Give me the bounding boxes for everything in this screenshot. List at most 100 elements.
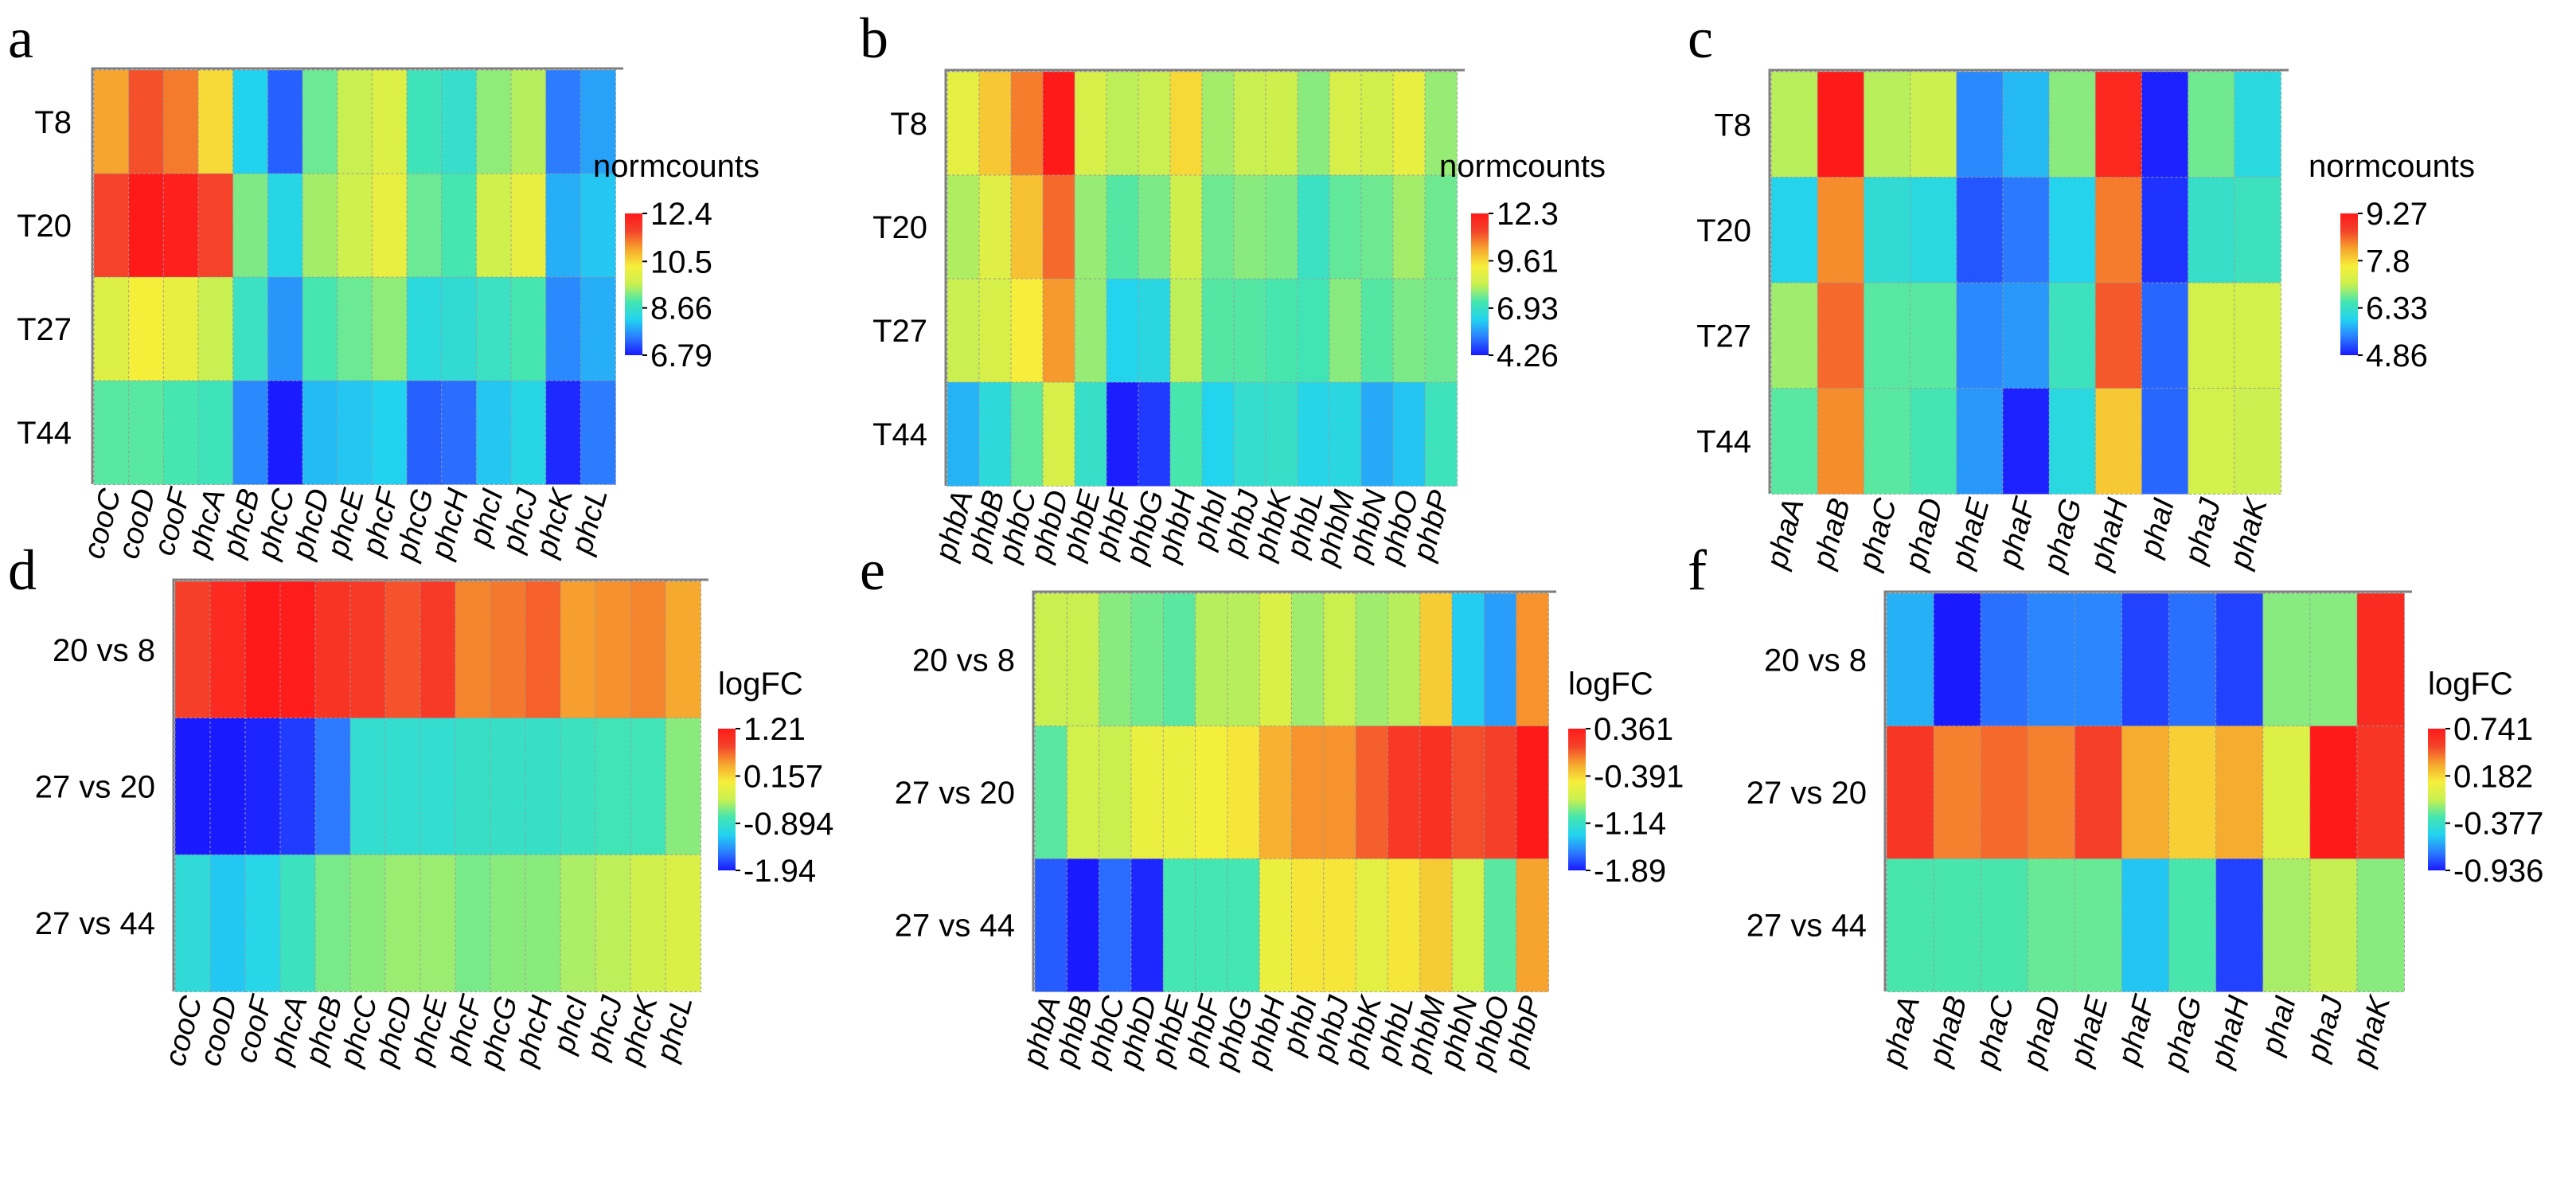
panel-letter: c xyxy=(1688,6,1713,70)
column-label: phaA xyxy=(1760,495,1811,573)
heatmap-cell-20-vs-8-phcB xyxy=(314,581,351,719)
heatmap-cell-T8-phbG xyxy=(1138,71,1171,176)
heatmap-frame xyxy=(944,68,1465,486)
legend-title: logFC xyxy=(1568,667,1653,702)
heatmap-cell-27-vs-20-phbE xyxy=(1162,725,1196,860)
heatmap-cell-T44-phaB xyxy=(1817,388,1865,495)
heatmap-cell-27-vs-20-phaJ xyxy=(2309,725,2358,860)
heatmap-cell-T20-phcA xyxy=(197,173,234,278)
heatmap-cell-27-vs-44-phbJ xyxy=(1323,858,1357,993)
heatmap-cell-27-vs-44-phbE xyxy=(1162,858,1196,993)
column-label: phaI xyxy=(2133,495,2181,561)
heatmap-cell-T27-cooF xyxy=(162,276,199,381)
column-label: phaB xyxy=(1923,992,1974,1070)
heatmap-cell-T27-phbK xyxy=(1265,278,1298,383)
row-label: T8 xyxy=(34,105,72,140)
legend-title: normcounts xyxy=(2309,149,2475,184)
row-label: 27 vs 20 xyxy=(1747,776,1867,811)
heatmap-frame xyxy=(1883,590,2412,991)
heatmap-cell-20-vs-8-phcI xyxy=(560,581,596,719)
colorbar-tick-label: 12.3 xyxy=(1497,197,1559,232)
heatmap-frame xyxy=(91,67,623,484)
heatmap-cell-27-vs-44-phcA xyxy=(279,854,316,993)
heatmap-cell-T8-phbD xyxy=(1042,71,1075,176)
heatmap-frame xyxy=(172,578,708,991)
row-label: T27 xyxy=(872,314,927,349)
heatmap-cell-27-vs-44-phcL xyxy=(665,854,701,993)
heatmap-cell-20-vs-8-phcK xyxy=(630,581,666,719)
column-label: phaJ xyxy=(2301,991,2350,1065)
column-label: phaH xyxy=(2084,495,2135,574)
heatmap-cell-T8-phcG xyxy=(406,69,443,174)
heatmap-cell-T44-phbH xyxy=(1169,381,1203,487)
heatmap-cell-T8-phaK xyxy=(2234,71,2281,178)
heatmap-cell-27-vs-44-phaG xyxy=(2168,858,2217,993)
heatmap-cell-T44-phaH xyxy=(2094,388,2143,495)
heatmap-cell-T20-phbM xyxy=(1329,174,1362,280)
column-label: phaK xyxy=(2346,991,2397,1070)
heatmap-cell-T44-phbD xyxy=(1042,381,1075,487)
heatmap-cell-T20-phcE xyxy=(337,173,373,278)
heatmap-cell-20-vs-8-phcG xyxy=(490,581,526,719)
heatmap-cell-T44-phbM xyxy=(1329,381,1362,487)
heatmap-cell-27-vs-44-phcJ xyxy=(595,854,631,993)
colorbar-tick-label: -0.377 xyxy=(2453,807,2543,842)
heatmap-cell-T27-phcA xyxy=(197,276,234,381)
heatmap-cell-T44-phbJ xyxy=(1233,381,1267,487)
heatmap-cell-T8-phbO xyxy=(1392,71,1426,176)
heatmap-cell-T8-phbM xyxy=(1329,71,1362,176)
row-label: T44 xyxy=(872,417,927,452)
heatmap-cell-27-vs-20-cooD xyxy=(209,718,246,856)
row-label: T44 xyxy=(1696,424,1751,459)
heatmap-cell-T20-cooC xyxy=(93,173,130,278)
heatmap-cell-T8-phcC xyxy=(267,69,304,174)
heatmap-cell-T8-phaA xyxy=(1770,71,1819,178)
heatmap-cell-27-vs-44-phaH xyxy=(2215,858,2264,993)
heatmap-cell-T20-phcJ xyxy=(510,173,547,278)
heatmap-cell-27-vs-44-phbP xyxy=(1516,858,1549,993)
heatmap-cell-27-vs-20-phbA xyxy=(1034,725,1068,860)
heatmap-cell-27-vs-20-phbJ xyxy=(1323,725,1357,860)
heatmap-cell-T8-phbE xyxy=(1074,71,1107,176)
heatmap-cell-T20-phbF xyxy=(1106,174,1139,280)
heatmap-cell-T20-phaB xyxy=(1817,177,1865,283)
heatmap-cell-T20-phaD xyxy=(1910,177,1957,283)
panel-letter: b xyxy=(860,6,888,70)
colorbar xyxy=(2340,213,2358,355)
heatmap-cell-T8-phcE xyxy=(337,69,373,174)
panel-letter: a xyxy=(8,6,33,70)
heatmap-cell-T27-phbN xyxy=(1360,278,1394,383)
heatmap-cell-20-vs-8-phbE xyxy=(1162,592,1196,727)
heatmap-cell-T44-phaE xyxy=(1956,388,2004,495)
heatmap-cell-T8-phcL xyxy=(580,69,616,174)
heatmap-cell-27-vs-44-phbK xyxy=(1355,858,1389,993)
heatmap-cell-27-vs-20-phaC xyxy=(1980,725,2029,860)
heatmap-cell-T8-phbN xyxy=(1360,71,1394,176)
heatmap-cell-T27-cooC xyxy=(93,276,130,381)
heatmap-cell-27-vs-44-phaA xyxy=(1886,858,1935,993)
heatmap-cell-T8-phbI xyxy=(1201,71,1235,176)
heatmap-cell-T27-phaG xyxy=(2048,282,2097,389)
legend-title: logFC xyxy=(2428,667,2513,702)
heatmap-cell-20-vs-8-phcD xyxy=(384,581,421,719)
heatmap-cell-27-vs-44-phcE xyxy=(420,854,456,993)
heatmap-cell-T27-phcH xyxy=(441,276,478,381)
heatmap-cell-20-vs-8-phbP xyxy=(1516,592,1549,727)
column-label: phaK xyxy=(2223,494,2274,573)
heatmap-cell-T20-phaC xyxy=(1863,177,1911,283)
heatmap-cell-27-vs-20-phbN xyxy=(1451,725,1485,860)
heatmap-cell-T8-phbC xyxy=(1010,71,1044,176)
heatmap-cell-T8-cooC xyxy=(93,69,130,174)
heatmap-cell-T27-phbA xyxy=(946,278,980,383)
heatmap-cell-27-vs-20-phaD xyxy=(2027,725,2076,860)
colorbar-tick-label: 0.741 xyxy=(2453,712,2533,747)
heatmap-cell-27-vs-20-phcF xyxy=(455,718,491,856)
heatmap-cell-27-vs-20-phbH xyxy=(1259,725,1293,860)
heatmap-cell-T44-phaJ xyxy=(2188,388,2235,495)
heatmap-cell-T8-phaC xyxy=(1863,71,1911,178)
heatmap-cell-27-vs-44-phbA xyxy=(1034,858,1068,993)
heatmap-cell-T20-phbA xyxy=(946,174,980,280)
colorbar-tick-label: 6.93 xyxy=(1497,291,1559,327)
heatmap-cell-27-vs-20-phcE xyxy=(420,718,456,856)
heatmap-cell-T8-phcF xyxy=(371,69,408,174)
